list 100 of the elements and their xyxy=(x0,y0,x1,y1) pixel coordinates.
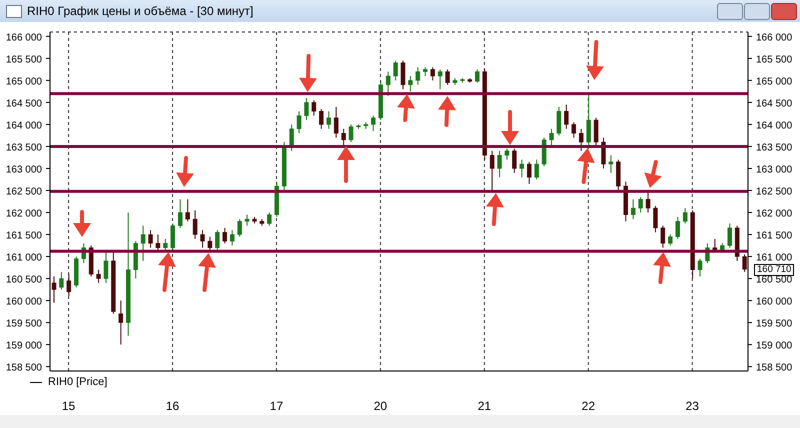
candlestick xyxy=(178,198,182,228)
y-tick-label: 164 500 xyxy=(6,98,42,110)
y2-tick-label: 161 500 xyxy=(756,230,793,242)
candlestick xyxy=(148,230,153,248)
candlestick xyxy=(59,271,64,290)
y-tick-label: 161 500 xyxy=(6,230,42,242)
candlestick xyxy=(490,150,494,191)
y2-tick-label: 163 500 xyxy=(756,142,793,154)
y2-tick-label: 158 500 xyxy=(756,362,793,374)
candlestick xyxy=(638,196,643,214)
y-tick-label: 160 500 xyxy=(6,274,42,286)
candlestick xyxy=(312,100,316,116)
candlestick xyxy=(608,154,614,174)
y-tick-label: 158 500 xyxy=(6,362,42,374)
candlestick xyxy=(393,60,398,81)
candlestick xyxy=(430,66,435,81)
candlestick xyxy=(556,106,562,136)
y-tick-label: 160 000 xyxy=(6,296,42,308)
y2-tick-label: 165 000 xyxy=(756,76,793,88)
y-tick-label: 163 000 xyxy=(6,164,42,176)
candlestick xyxy=(185,198,190,222)
y2-tick-label: 162 500 xyxy=(756,186,793,198)
candlestick xyxy=(549,128,554,147)
chart-title: RIH0 График цены и объёма - [30 минут] xyxy=(27,4,254,18)
candlestick xyxy=(497,150,502,178)
y-tick-label: 163 500 xyxy=(6,142,42,154)
candlestick xyxy=(104,252,108,284)
candlestick xyxy=(386,71,390,96)
candlestick xyxy=(341,128,346,147)
candlestick xyxy=(653,205,658,233)
candlestick xyxy=(504,148,510,160)
candlestick xyxy=(727,223,732,248)
y2-tick-label: 159 500 xyxy=(756,318,793,330)
candlestick xyxy=(66,274,72,297)
candlestick xyxy=(668,234,673,246)
candlestick xyxy=(326,110,331,130)
y-tick-label: 165 500 xyxy=(6,54,42,66)
candlestick xyxy=(526,161,532,184)
candlestick xyxy=(170,223,176,250)
candlestick xyxy=(586,93,591,147)
y2-tick-label: 161 000 xyxy=(756,252,793,264)
text: RIH0 [Price] xyxy=(48,376,108,388)
candlestick xyxy=(534,159,539,180)
candlestick xyxy=(564,104,569,130)
y-tick-label: 166 000 xyxy=(6,32,42,44)
candlestick xyxy=(578,128,584,152)
candlestick xyxy=(118,300,124,346)
candlestick xyxy=(475,68,480,84)
x-tick-label: 20 xyxy=(374,399,388,413)
candlestick xyxy=(660,225,666,248)
candlestick xyxy=(296,110,302,134)
candlestick xyxy=(96,269,101,284)
candlestick xyxy=(400,60,406,90)
y-tick-label: 162 000 xyxy=(6,208,42,220)
candlestick xyxy=(682,208,688,224)
candlestick xyxy=(630,198,636,220)
candlestick xyxy=(140,225,146,262)
y2-tick-label: 166 000 xyxy=(756,32,793,44)
candlestick xyxy=(267,212,272,226)
candlestick xyxy=(192,210,198,240)
candlestick xyxy=(371,115,376,132)
y2-tick-label: 162 000 xyxy=(756,208,793,220)
y-tick-label: 159 500 xyxy=(6,318,42,330)
candlestick xyxy=(208,236,212,250)
x-tick-label: 21 xyxy=(478,399,492,413)
y-tick-label: 161 000 xyxy=(6,252,42,264)
candlestick xyxy=(594,117,598,147)
x-tick-label: 16 xyxy=(166,399,180,413)
candlestick xyxy=(675,216,680,240)
y-tick-label: 159 000 xyxy=(6,340,42,352)
y-tick-label: 164 000 xyxy=(6,120,42,132)
candlestick xyxy=(438,68,442,90)
candlestick xyxy=(416,66,420,86)
candlestick xyxy=(512,148,517,174)
x-tick-label: 17 xyxy=(270,399,284,413)
y2-tick-label: 165 500 xyxy=(756,54,793,66)
candlestick xyxy=(572,122,576,138)
text: 160 710 xyxy=(754,264,794,276)
candlestick xyxy=(334,106,338,138)
y2-tick-label: 164 000 xyxy=(756,120,793,132)
y2-tick-label: 159 000 xyxy=(756,340,793,352)
y2-tick-label: 164 500 xyxy=(756,98,793,110)
candlestick xyxy=(348,124,354,143)
y-tick-label: 162 500 xyxy=(6,186,42,198)
y2-tick-label: 160 000 xyxy=(756,296,793,308)
candlestick xyxy=(230,230,234,246)
candlestick xyxy=(408,76,413,92)
candlestick xyxy=(52,276,56,304)
candlestick xyxy=(222,227,228,244)
candlestick xyxy=(698,258,702,277)
candlestick xyxy=(200,230,205,248)
candlestick xyxy=(237,218,242,238)
candlestick xyxy=(742,254,747,272)
x-tick-label: 22 xyxy=(582,399,596,413)
candlestick xyxy=(520,159,524,178)
candlestick xyxy=(215,230,220,250)
candlestick xyxy=(445,68,450,86)
y-tick-label: 165 000 xyxy=(6,76,42,88)
candlestick xyxy=(646,192,650,214)
y2-tick-label: 163 000 xyxy=(756,164,793,176)
